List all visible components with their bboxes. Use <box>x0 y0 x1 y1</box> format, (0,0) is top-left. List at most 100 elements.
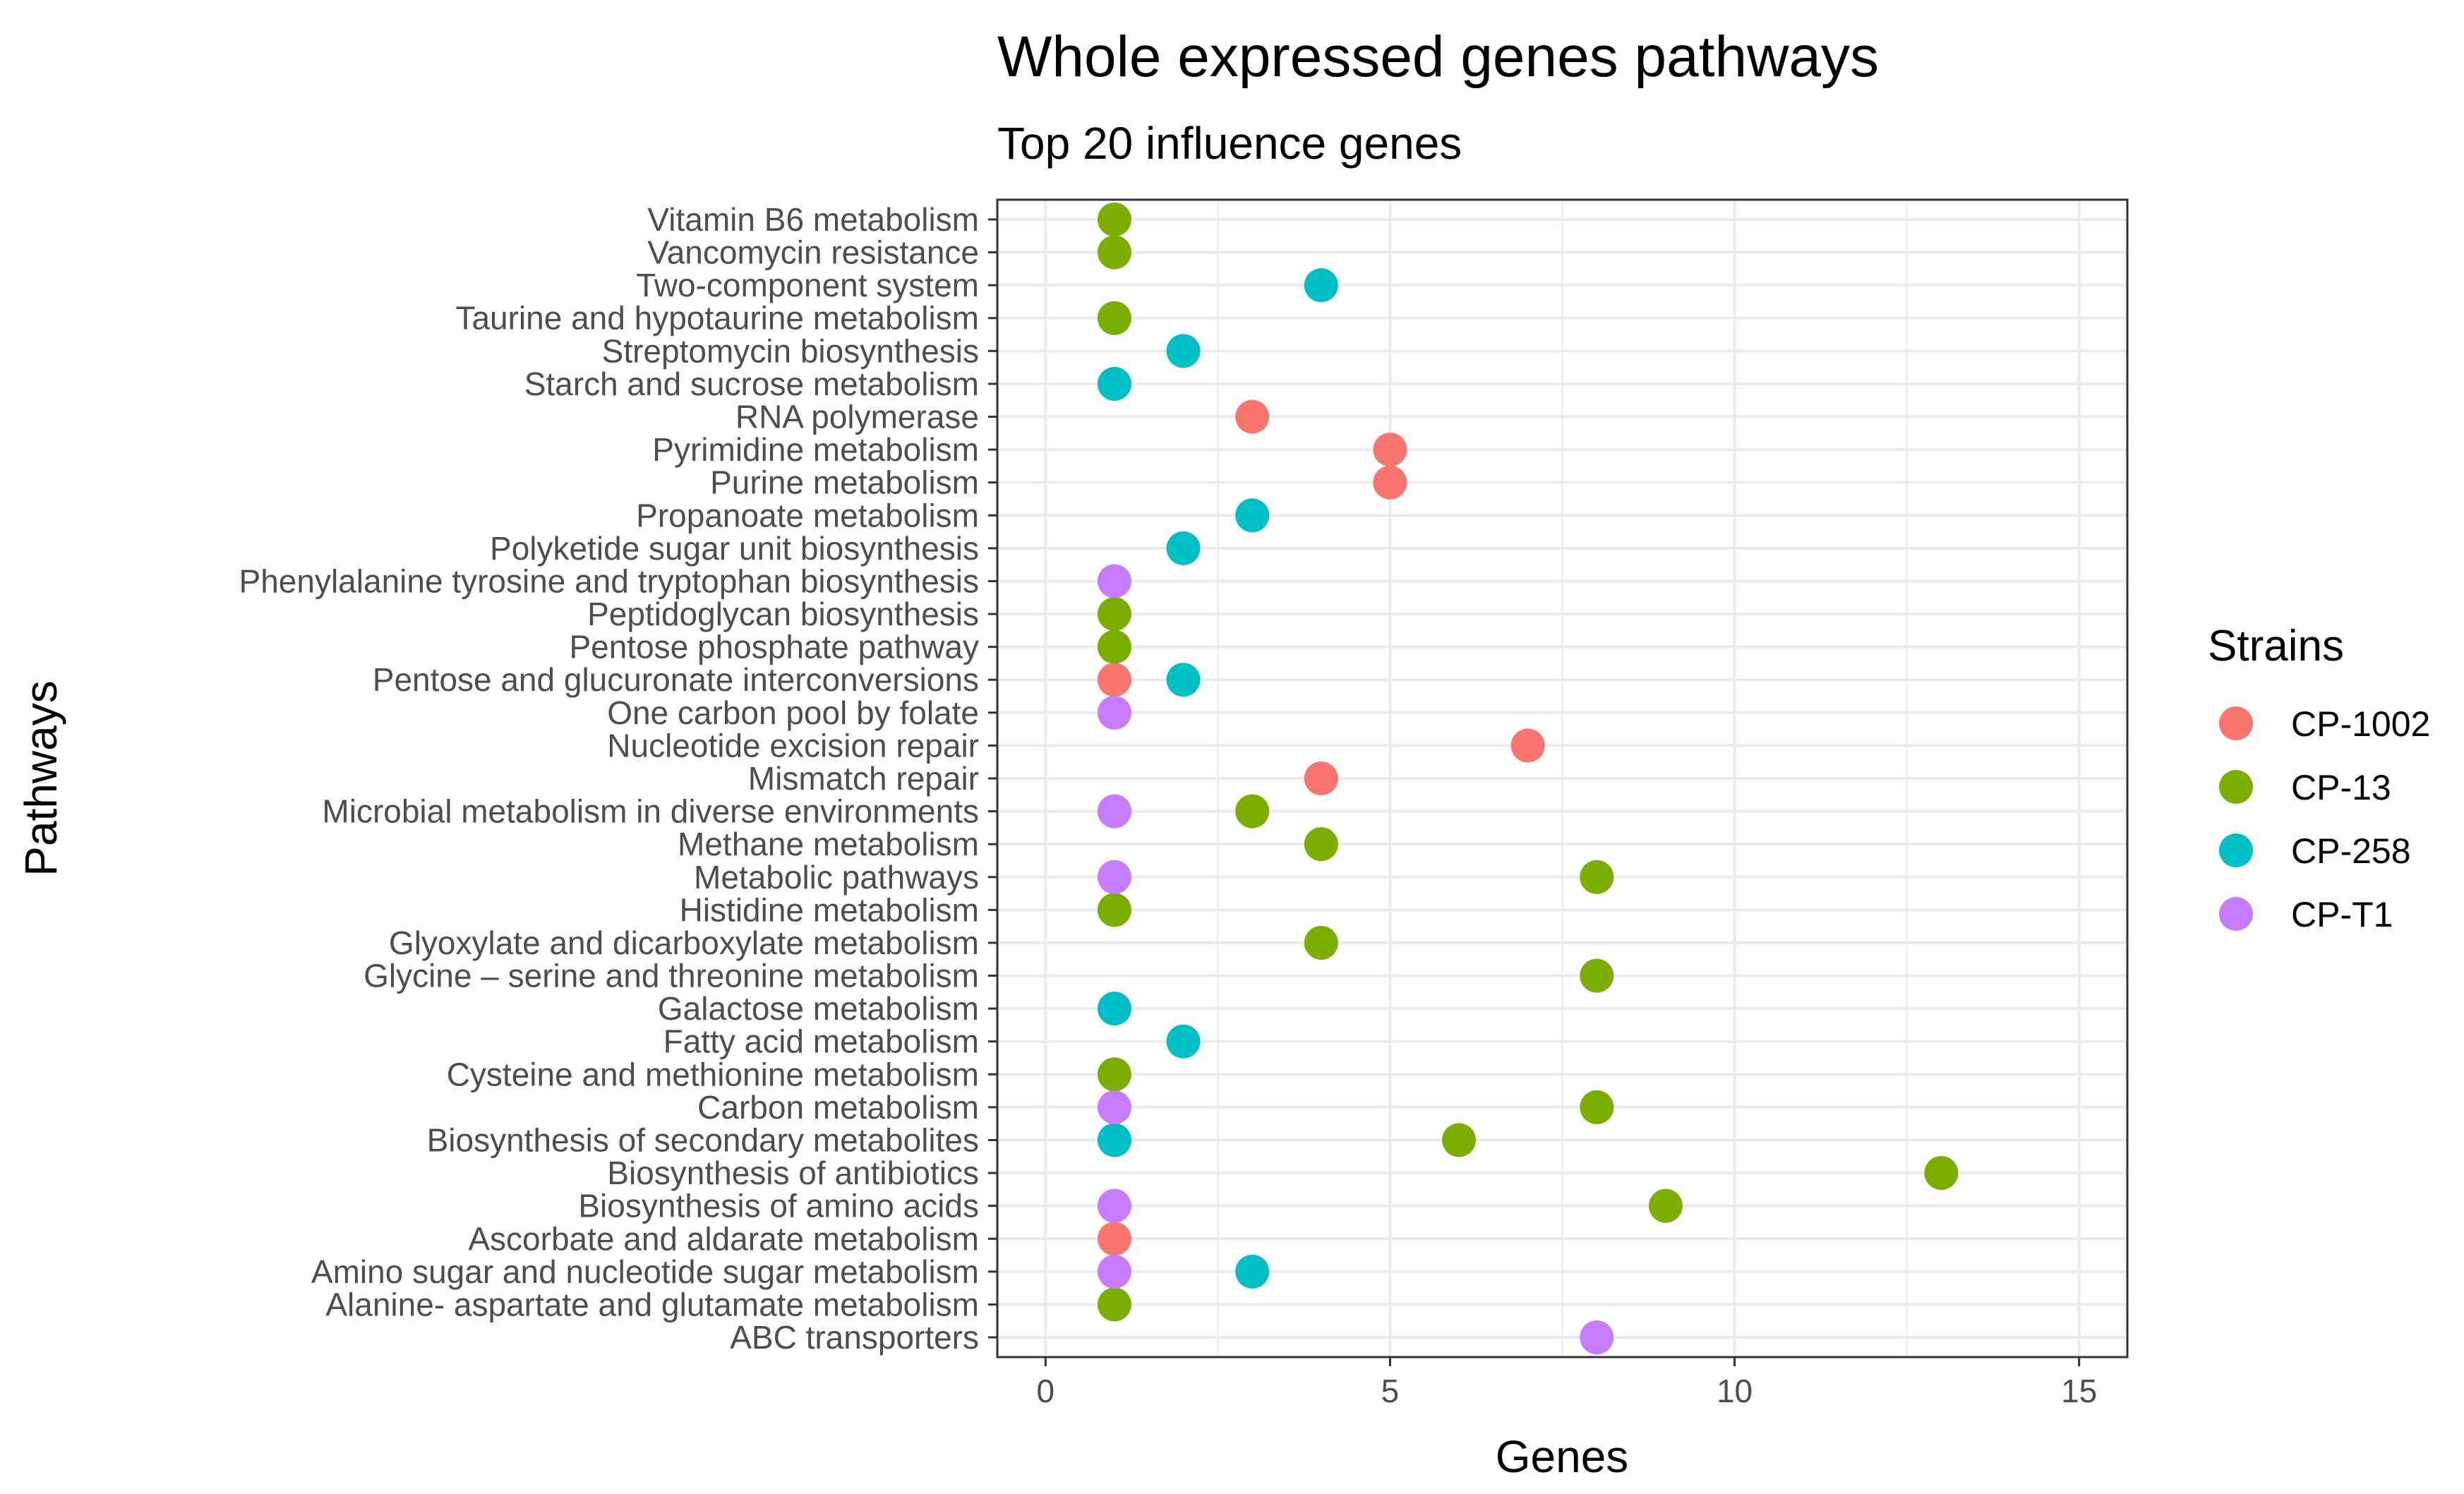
chart-title: Whole expressed genes pathways <box>997 25 1879 89</box>
point-cp-13: CP-13 | Carbon metabolism: 8 <box>1580 1090 1614 1124</box>
point-cp-1002: CP-1002 | Pyrimidine metabolism: 5 <box>1373 433 1407 467</box>
legend-key-cp-258 <box>2219 833 2253 867</box>
y-axis-label: Biosynthesis of secondary metabolites <box>427 1122 979 1159</box>
point-cp-1002: CP-1002 | Ascorbate and aldarate metabol… <box>1097 1222 1131 1256</box>
y-axis-label: Vitamin B6 metabolism <box>647 201 979 238</box>
x-axis-tick-label: 15 <box>2061 1373 2097 1409</box>
y-axis-label: Pentose phosphate pathway <box>569 629 979 665</box>
y-axis-label: Cysteine and methionine metabolism <box>447 1056 979 1092</box>
point-cp-258: CP-258 | Starch and sucrose metabolism: … <box>1097 366 1131 401</box>
y-axis-label: Vancomycin resistance <box>647 234 979 271</box>
legend-key-cp-13 <box>2219 770 2253 804</box>
point-cp-258: CP-258 | Amino sugar and nucleotide suga… <box>1235 1254 1270 1289</box>
y-axis-label: Pentose and glucuronate interconversions <box>373 661 979 698</box>
point-cp-13: CP-13 | Biosynthesis of secondary metabo… <box>1442 1123 1477 1157</box>
x-axis-tick-label: 10 <box>1717 1373 1753 1409</box>
point-cp-258: CP-258 | Propanoate metabolism: 3 <box>1235 498 1270 533</box>
y-axis-label: Biosynthesis of antibiotics <box>607 1155 979 1191</box>
y-axis-label: Methane metabolism <box>678 826 979 862</box>
point-cp-258: CP-258 | Biosynthesis of secondary metab… <box>1097 1123 1131 1157</box>
point-cp-13: CP-13 | Alanine- aspartate and glutamate… <box>1097 1287 1131 1322</box>
point-cp-1002: CP-1002 | Mismatch repair: 4 <box>1304 761 1338 795</box>
x-axis-tick-label: 0 <box>1037 1373 1055 1409</box>
point-cp-13: CP-13 | Methane metabolism: 4 <box>1304 827 1338 862</box>
legend-label-cp-1002: CP-1002 <box>2291 704 2430 744</box>
point-cp-13: CP-13 | Microbial metabolism in diverse … <box>1235 794 1270 829</box>
point-cp-13: CP-13 | Glycine – serine and threonine m… <box>1580 958 1614 993</box>
point-cp-258: CP-258 | Streptomycin biosynthesis: 2 <box>1166 334 1201 368</box>
point-cp-1002: CP-1002 | Nucleotide excision repair: 7 <box>1510 728 1545 763</box>
legend-key-cp-1002 <box>2219 706 2253 740</box>
point-cp-t1: CP-T1 | Carbon metabolism: 1 <box>1097 1090 1131 1124</box>
y-axis-label: RNA polymerase <box>735 399 979 435</box>
y-axis-label: Histidine metabolism <box>680 891 979 928</box>
point-cp-13: CP-13 | Pentose phosphate pathway: 1 <box>1097 629 1131 664</box>
legend: Strains CP-1002 CP-13 CP-258 CP-T1 <box>2208 622 2430 934</box>
point-cp-13: CP-13 | Taurine and hypotaurine metaboli… <box>1097 301 1131 335</box>
chart-subtitle: Top 20 influence genes <box>997 118 1462 169</box>
y-axis-label: Microbial metabolism in diverse environm… <box>322 793 979 830</box>
point-cp-t1: CP-T1 | One carbon pool by folate: 1 <box>1097 695 1131 730</box>
legend-title: Strains <box>2208 622 2344 670</box>
y-axis-label: Polyketide sugar unit biosynthesis <box>490 530 979 567</box>
legend-label-cp-258: CP-258 <box>2291 831 2411 871</box>
y-axis-label: Peptidoglycan biosynthesis <box>587 596 979 632</box>
legend-label-cp-t1: CP-T1 <box>2291 895 2393 934</box>
point-cp-13: CP-13 | Histidine metabolism: 1 <box>1097 893 1131 927</box>
point-cp-t1: CP-T1 | Phenylalanine tyrosine and trypt… <box>1097 564 1131 598</box>
y-axis-label: Alanine- aspartate and glutamate metabol… <box>325 1286 979 1323</box>
y-axis-label: Amino sugar and nucleotide sugar metabol… <box>311 1253 979 1290</box>
point-cp-t1: CP-T1 | ABC transporters: 8 <box>1580 1320 1614 1355</box>
point-cp-t1: CP-T1 | Amino sugar and nucleotide sugar… <box>1097 1254 1131 1289</box>
point-cp-258: CP-258 | Pentose and glucuronate interco… <box>1166 663 1201 697</box>
y-axis-label: Two-component system <box>636 267 979 303</box>
y-axis-label: Nucleotide excision repair <box>607 727 979 764</box>
point-cp-258: CP-258 | Galactose metabolism: 1 <box>1097 992 1131 1026</box>
y-axis-label: Streptomycin biosynthesis <box>602 332 979 369</box>
y-axis-label: Carbon metabolism <box>697 1089 979 1126</box>
x-axis: 0 5 10 15 <box>1037 1357 2097 1409</box>
point-cp-1002: CP-1002 | Pentose and glucuronate interc… <box>1097 663 1131 697</box>
y-axis-label: Ascorbate and aldarate metabolism <box>468 1220 979 1257</box>
x-axis-tick-label: 5 <box>1381 1373 1400 1409</box>
point-cp-13: CP-13 | Vitamin B6 metabolism: 1 <box>1097 202 1131 236</box>
point-cp-13: CP-13 | Biosynthesis of antibiotics: 13 <box>1924 1156 1959 1191</box>
legend-key-cp-t1 <box>2219 897 2253 931</box>
y-axis-label: Taurine and hypotaurine metabolism <box>455 300 979 337</box>
y-axis-label: ABC transporters <box>730 1319 979 1356</box>
point-cp-13: CP-13 | Biosynthesis of amino acids: 9 <box>1648 1188 1683 1223</box>
y-axis-label: One carbon pool by folate <box>607 694 979 731</box>
y-axis-label: Biosynthesis of amino acids <box>578 1188 979 1224</box>
point-cp-258: CP-258 | Fatty acid metabolism: 2 <box>1166 1024 1201 1059</box>
y-axis-label: Propanoate metabolism <box>636 497 979 534</box>
y-axis-label: Glycine – serine and threonine metabolis… <box>363 958 979 994</box>
legend-label-cp-13: CP-13 <box>2291 768 2391 807</box>
point-cp-13: CP-13 | Peptidoglycan biosynthesis: 1 <box>1097 597 1131 632</box>
y-axis-label: Galactose metabolism <box>658 990 979 1027</box>
y-axis-label: Mismatch repair <box>748 760 979 797</box>
point-cp-13: CP-13 | Metabolic pathways: 8 <box>1580 860 1614 894</box>
point-cp-1002: CP-1002 | Purine metabolism: 5 <box>1373 465 1407 500</box>
point-cp-13: CP-13 | Vancomycin resistance: 1 <box>1097 235 1131 270</box>
y-axis-label: Glyoxylate and dicarboxylate metabolism <box>389 924 979 961</box>
y-axis-title: Pathways <box>16 680 66 876</box>
point-cp-258: CP-258 | Polyketide sugar unit biosynthe… <box>1166 531 1201 565</box>
point-cp-1002: CP-1002 | RNA polymerase: 3 <box>1235 399 1270 434</box>
y-axis-label: Starch and sucrose metabolism <box>524 366 979 402</box>
data-points: CP-1002 | Ascorbate and aldarate metabol… <box>1097 202 1959 1355</box>
point-cp-13: CP-13 | Cysteine and methionine metaboli… <box>1097 1057 1131 1092</box>
point-cp-258: CP-258 | Two-component system: 4 <box>1304 268 1338 303</box>
y-axis-label: Metabolic pathways <box>694 859 979 896</box>
y-axis-label: Phenylalanine tyrosine and tryptophan bi… <box>239 562 979 599</box>
y-axis-label: Fatty acid metabolism <box>663 1023 979 1060</box>
y-axis-label: Purine metabolism <box>710 464 979 501</box>
point-cp-13: CP-13 | Glyoxylate and dicarboxylate met… <box>1304 925 1338 960</box>
grid-lines <box>997 200 2127 1357</box>
point-cp-t1: CP-T1 | Biosynthesis of amino acids: 1 <box>1097 1188 1131 1223</box>
y-axis-label: Pyrimidine metabolism <box>652 431 979 468</box>
x-axis-title: Genes <box>1496 1431 1629 1482</box>
point-cp-t1: CP-T1 | Microbial metabolism in diverse … <box>1097 794 1131 829</box>
